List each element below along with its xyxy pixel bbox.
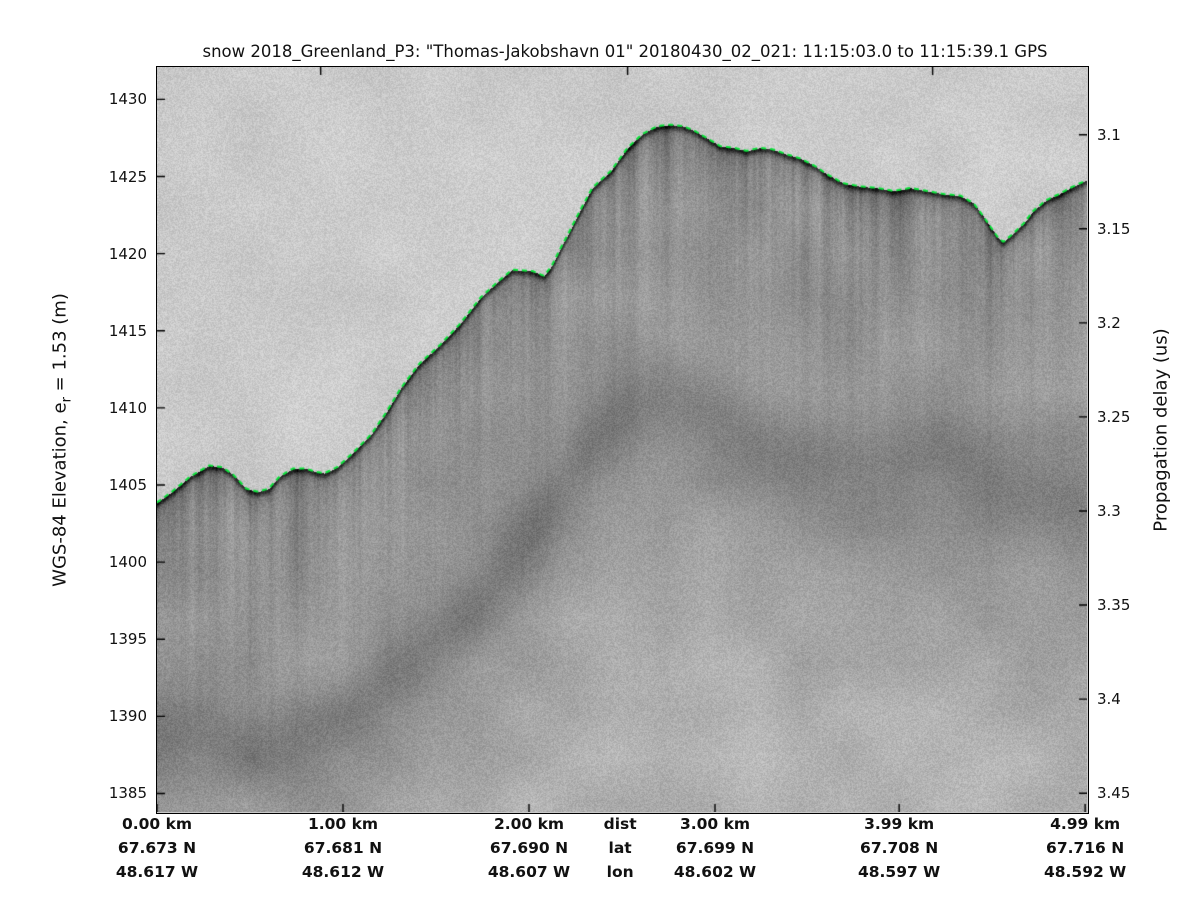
x-axis-column: 1.00 km 67.681 N 48.612 W bbox=[268, 812, 418, 884]
left-axis-tick-label: 1415 bbox=[108, 321, 147, 340]
figure-title: snow 2018_Greenland_P3: "Thomas-Jakobsha… bbox=[202, 42, 1048, 61]
x-axis-column-line: 3.99 km bbox=[864, 815, 935, 833]
left-axis-tick-label: 1385 bbox=[108, 784, 147, 803]
left-axis-tick-label: 1410 bbox=[108, 398, 147, 417]
right-axis-tick-label: 3.3 bbox=[1097, 501, 1121, 520]
x-axis-column-line: 67.699 N bbox=[675, 839, 755, 857]
x-axis-column-line: dist bbox=[603, 815, 637, 833]
x-axis-column-line: 0.00 km bbox=[121, 815, 193, 833]
left-axis-tick-label: 1390 bbox=[108, 707, 147, 726]
x-axis-column-line: 4.99 km bbox=[1050, 815, 1121, 833]
x-axis-column-line: 48.597 W bbox=[857, 863, 941, 881]
left-axis-tick-label: 1395 bbox=[108, 630, 147, 649]
x-axis-column-line: 48.617 W bbox=[115, 863, 199, 881]
x-axis-row-header: dist lat lon bbox=[545, 812, 695, 884]
x-axis-column-line: 67.708 N bbox=[860, 839, 939, 857]
x-axis-column-line: 67.673 N bbox=[117, 839, 197, 857]
x-axis-column-line: 48.607 W bbox=[487, 863, 571, 881]
plot-area bbox=[155, 65, 1089, 814]
right-axis-tick-label: 3.1 bbox=[1097, 125, 1121, 144]
x-axis-column-line: 48.602 W bbox=[673, 863, 757, 881]
left-axis-tick-label: 1405 bbox=[108, 476, 147, 494]
x-axis-column: 3.99 km 67.708 N 48.597 W bbox=[824, 812, 974, 884]
x-axis-column: 2.00 km 67.690 N 48.607 W bbox=[454, 812, 604, 884]
x-axis-column-line: 48.612 W bbox=[301, 863, 385, 881]
x-axis-column-line: 48.592 W bbox=[1043, 863, 1127, 881]
x-axis-column-line: 2.00 km bbox=[493, 815, 565, 833]
left-axis-tick-label: 1400 bbox=[108, 553, 147, 572]
x-axis-column: 4.99 km 67.716 N 48.592 W bbox=[1010, 812, 1160, 884]
y-axis-left-label-units: = 1.53 (m) bbox=[49, 293, 71, 398]
x-axis-column-line: 67.690 N bbox=[489, 839, 569, 857]
x-axis-column-line: 67.716 N bbox=[1046, 839, 1125, 857]
right-axis-tick-label: 3.35 bbox=[1097, 596, 1131, 615]
right-axis-tick-label: 3.25 bbox=[1097, 407, 1131, 426]
left-axis-tick-label: 1430 bbox=[108, 90, 147, 109]
right-axis-tick-label: 3.4 bbox=[1097, 690, 1121, 709]
x-axis-column-line: lon bbox=[606, 863, 634, 881]
left-axis-tick-label: 1420 bbox=[108, 244, 147, 263]
x-axis-column: 0.00 km 67.673 N 48.617 W bbox=[82, 812, 232, 884]
left-axis-tick-label: 1425 bbox=[108, 167, 147, 186]
x-axis-column-line: 3.00 km bbox=[679, 815, 751, 833]
x-axis-column-line: 1.00 km bbox=[307, 815, 379, 833]
x-axis-column-line: lat bbox=[608, 839, 632, 857]
x-axis-column: 3.00 km 67.699 N 48.602 W bbox=[640, 812, 790, 884]
x-axis-column-line: 67.681 N bbox=[303, 839, 383, 857]
right-axis-tick-label: 3.15 bbox=[1097, 219, 1131, 238]
right-axis-tick-label: 3.45 bbox=[1097, 784, 1131, 803]
right-axis-tick-label: 3.2 bbox=[1097, 313, 1121, 332]
echogram-canvas bbox=[156, 66, 1087, 812]
